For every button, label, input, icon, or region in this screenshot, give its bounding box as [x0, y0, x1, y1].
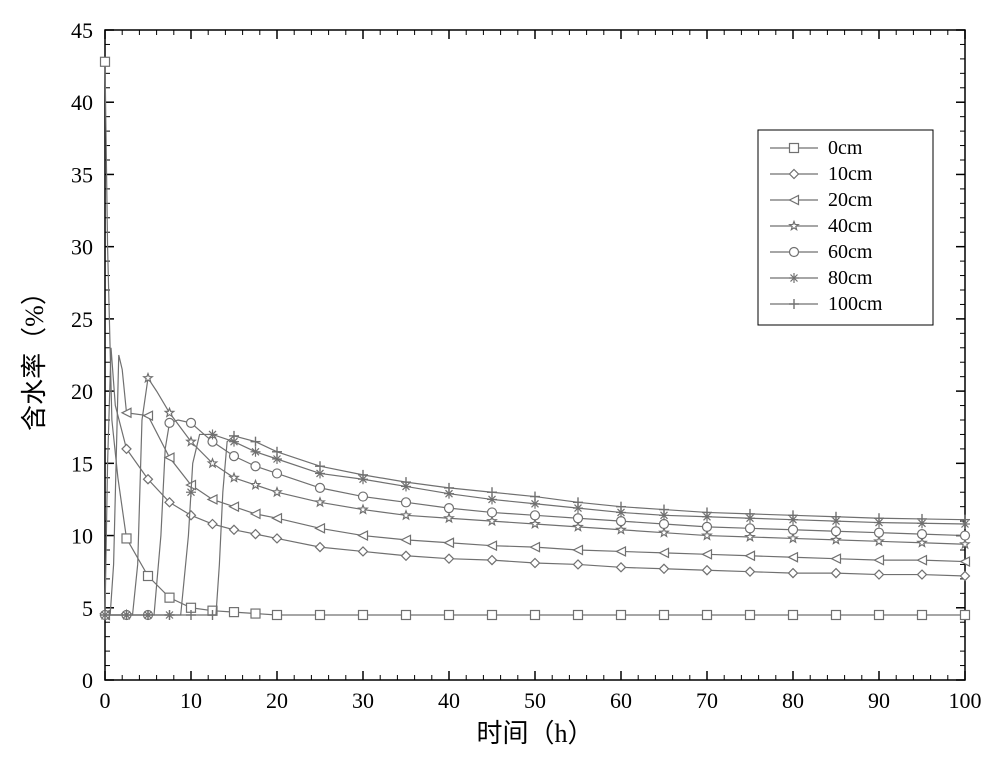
x-axis-title: 时间（h） [476, 719, 593, 748]
x-tick-label: 80 [782, 688, 804, 713]
y-tick-label: 25 [71, 307, 93, 332]
x-tick-label: 90 [868, 688, 890, 713]
x-tick-label: 100 [949, 688, 982, 713]
legend-label: 0cm [828, 137, 863, 159]
x-tick-label: 0 [100, 688, 111, 713]
chart-svg: 0 10 20 30 40 50 60 70 80 90 100 0 5 10 15 20 25 30 35 40 45… [0, 0, 1000, 771]
legend-label: 80cm [828, 267, 873, 289]
y-tick-label: 30 [71, 235, 93, 260]
series-20cm [101, 355, 970, 620]
x-tick-label: 30 [352, 688, 374, 713]
y-tick-label: 0 [82, 668, 93, 693]
x-tick-label: 50 [524, 688, 546, 713]
legend-label: 10cm [828, 163, 873, 185]
x-tick-label: 60 [610, 688, 632, 713]
x-tick-label: 10 [180, 688, 202, 713]
legend: 0cm 10cm 20cm 40cm 60cm 80cm 100cm [758, 130, 933, 325]
y-tick-label: 10 [71, 524, 93, 549]
y-tick-label: 20 [71, 379, 93, 404]
chart-container: 0 10 20 30 40 50 60 70 80 90 100 0 5 10 15 20 25 30 35 40 45… [0, 0, 1000, 771]
y-tick-label: 15 [71, 451, 93, 476]
legend-label: 20cm [828, 189, 873, 211]
y-tick-label: 40 [71, 90, 93, 115]
legend-label: 100cm [828, 293, 883, 315]
x-tick-label: 40 [438, 688, 460, 713]
y-tick-label: 35 [71, 162, 93, 187]
legend-label: 40cm [828, 215, 873, 237]
y-tick-label: 5 [82, 596, 93, 621]
legend-label: 60cm [828, 241, 873, 263]
series-10cm [101, 348, 970, 620]
series-60cm [101, 418, 970, 619]
x-tick-label: 20 [266, 688, 288, 713]
y-axis-title: 含水率（%） [20, 279, 49, 431]
y-tick-label: 45 [71, 18, 93, 43]
x-tick-label: 70 [696, 688, 718, 713]
